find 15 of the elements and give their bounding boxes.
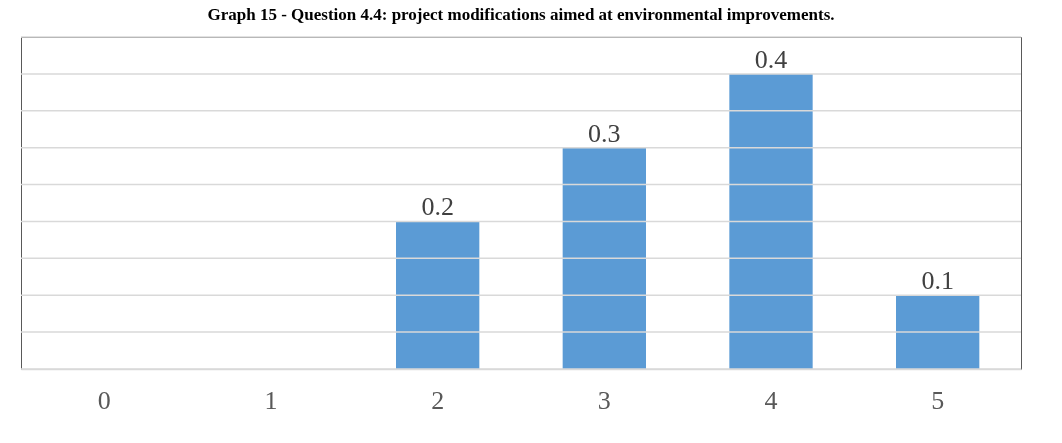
x-tick-label: 0 bbox=[97, 385, 111, 415]
data-label: 0.4 bbox=[754, 44, 788, 74]
x-tick-label: 2 bbox=[431, 385, 445, 415]
chart-title: Graph 15 - Question 4.4: project modifications aimed at environmental improvements. bbox=[207, 5, 835, 25]
bar bbox=[562, 147, 646, 369]
data-label: 0.2 bbox=[421, 192, 454, 222]
x-tick-label: 3 bbox=[597, 385, 611, 415]
bar bbox=[729, 73, 813, 369]
bar bbox=[896, 295, 980, 369]
x-tick-label: 5 bbox=[931, 385, 945, 415]
x-tick-label: 1 bbox=[264, 385, 278, 415]
data-label: 0.3 bbox=[588, 118, 621, 148]
data-label: 0.1 bbox=[921, 266, 954, 296]
bar bbox=[396, 221, 480, 369]
x-tick-label: 4 bbox=[764, 385, 778, 415]
